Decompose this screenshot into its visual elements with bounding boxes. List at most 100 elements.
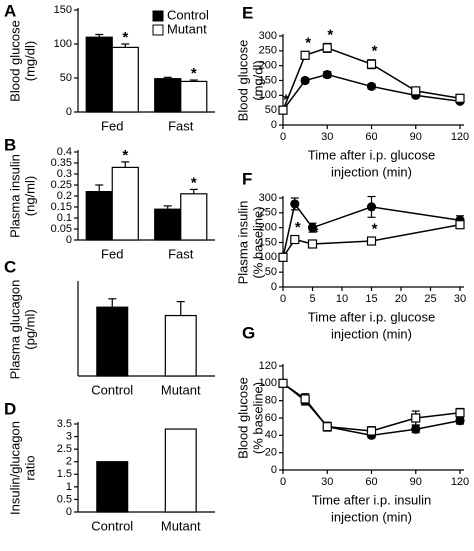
marker [366, 236, 377, 246]
marker [411, 86, 421, 96]
bar [111, 166, 139, 241]
bar [164, 428, 197, 513]
panel-letter: B [4, 135, 16, 154]
bar [85, 191, 113, 241]
marker [411, 413, 421, 423]
y-tick-label: 60 [265, 412, 277, 424]
x-tick-label: Fast [168, 118, 194, 133]
y-tick-label: 1.5 [57, 468, 72, 480]
x-tick-label: 15 [365, 293, 377, 305]
y-axis-label: (ng/ml) [22, 176, 37, 216]
x-axis-label: Time after i.p. glucose [308, 309, 435, 324]
x-tick-label: 120 [451, 476, 469, 488]
x-tick-label: 0 [280, 476, 286, 488]
x-axis-label: Time after i.p. insulin [312, 492, 431, 507]
bar [154, 78, 182, 113]
series-line [282, 382, 461, 432]
marker [366, 59, 377, 69]
x-tick-label: Control [91, 518, 133, 533]
y-tick-label: 80 [265, 395, 277, 407]
marker [278, 378, 288, 388]
y-axis-label: (mg/dl) [22, 41, 37, 81]
series-line [282, 47, 461, 111]
y-tick-label: 0.15 [51, 201, 72, 213]
x-tick-label: 90 [410, 131, 422, 143]
x-tick-label: 60 [365, 131, 377, 143]
error-bar [189, 188, 198, 194]
y-axis-label: Blood glucose [235, 377, 250, 459]
error-bar [121, 43, 130, 48]
bar [111, 46, 139, 113]
x-tick-label: Mutant [161, 382, 201, 397]
error-bar [108, 298, 117, 308]
y-tick-label: 0 [271, 464, 277, 476]
legend-label: Mutant [167, 21, 207, 36]
y-tick-label: 3 [66, 430, 72, 442]
y-tick-label: 150 [259, 236, 277, 248]
y-tick-label: 200 [259, 60, 277, 72]
x-tick-label: 30 [321, 476, 333, 488]
x-axis-label: Time after i.p. glucose [308, 147, 435, 162]
marker [455, 416, 465, 426]
error-bar [163, 76, 172, 79]
marker [366, 202, 377, 212]
y-tick-label: 0.35 [51, 157, 72, 169]
y-axis-label: Blood glucose [7, 20, 22, 102]
marker [455, 408, 465, 418]
y-axis-label: (% baseline) [250, 206, 265, 278]
y-tick-label: 150 [54, 4, 72, 16]
y-tick-label: 50 [265, 104, 277, 116]
x-tick-label: Control [91, 382, 133, 397]
y-axis-label: Insulin/glucagon [7, 421, 22, 515]
marker [300, 50, 310, 60]
significance-star: * [313, 224, 319, 241]
error-bar [121, 161, 130, 168]
y-tick-label: 300 [259, 30, 277, 42]
y-tick-label: 150 [259, 74, 277, 86]
x-tick-label: 30 [321, 131, 333, 143]
x-axis-label: injection (min) [331, 164, 412, 179]
marker [322, 69, 332, 80]
series-line [282, 73, 461, 111]
bar [180, 193, 208, 241]
y-tick-label: 0.25 [51, 179, 72, 191]
x-tick-label: 25 [424, 293, 436, 305]
y-tick-label: 250 [259, 207, 277, 219]
y-tick-label: 100 [54, 38, 72, 50]
x-tick-label: 20 [395, 293, 407, 305]
marker [455, 220, 465, 230]
y-tick-label: 3.5 [57, 418, 72, 430]
x-tick-label: Fed [101, 246, 123, 261]
y-tick-label: 100 [259, 251, 277, 263]
y-tick-label: 0.3 [57, 168, 72, 180]
y-tick-label: 120 [259, 360, 277, 372]
error-bar [163, 205, 172, 210]
y-axis-label: ratio [22, 455, 37, 480]
y-tick-label: 0.05 [51, 223, 72, 235]
significance-star: * [372, 43, 378, 60]
marker [307, 223, 318, 233]
panel-letter: C [4, 257, 16, 276]
y-tick-label: 0 [66, 106, 72, 118]
bar [96, 461, 129, 513]
x-tick-label: Fast [168, 246, 194, 261]
y-tick-label: 0.1 [57, 212, 72, 224]
x-tick-label: 10 [336, 293, 348, 305]
x-axis-label: injection (min) [331, 509, 412, 524]
x-tick-label: 0 [280, 293, 286, 305]
y-tick-label: 0.4 [57, 146, 72, 158]
y-tick-label: 0 [271, 119, 277, 131]
y-tick-label: 100 [259, 89, 277, 101]
significance-star: * [191, 174, 197, 191]
error-bar [95, 33, 104, 38]
marker [411, 424, 421, 434]
x-tick-label: 60 [365, 476, 377, 488]
x-tick-label: 30 [454, 293, 466, 305]
legend-swatch [152, 24, 164, 36]
panel-letter: D [4, 399, 16, 418]
bar [180, 80, 208, 113]
marker [322, 43, 332, 53]
marker [307, 239, 318, 249]
y-tick-label: 50 [265, 266, 277, 278]
